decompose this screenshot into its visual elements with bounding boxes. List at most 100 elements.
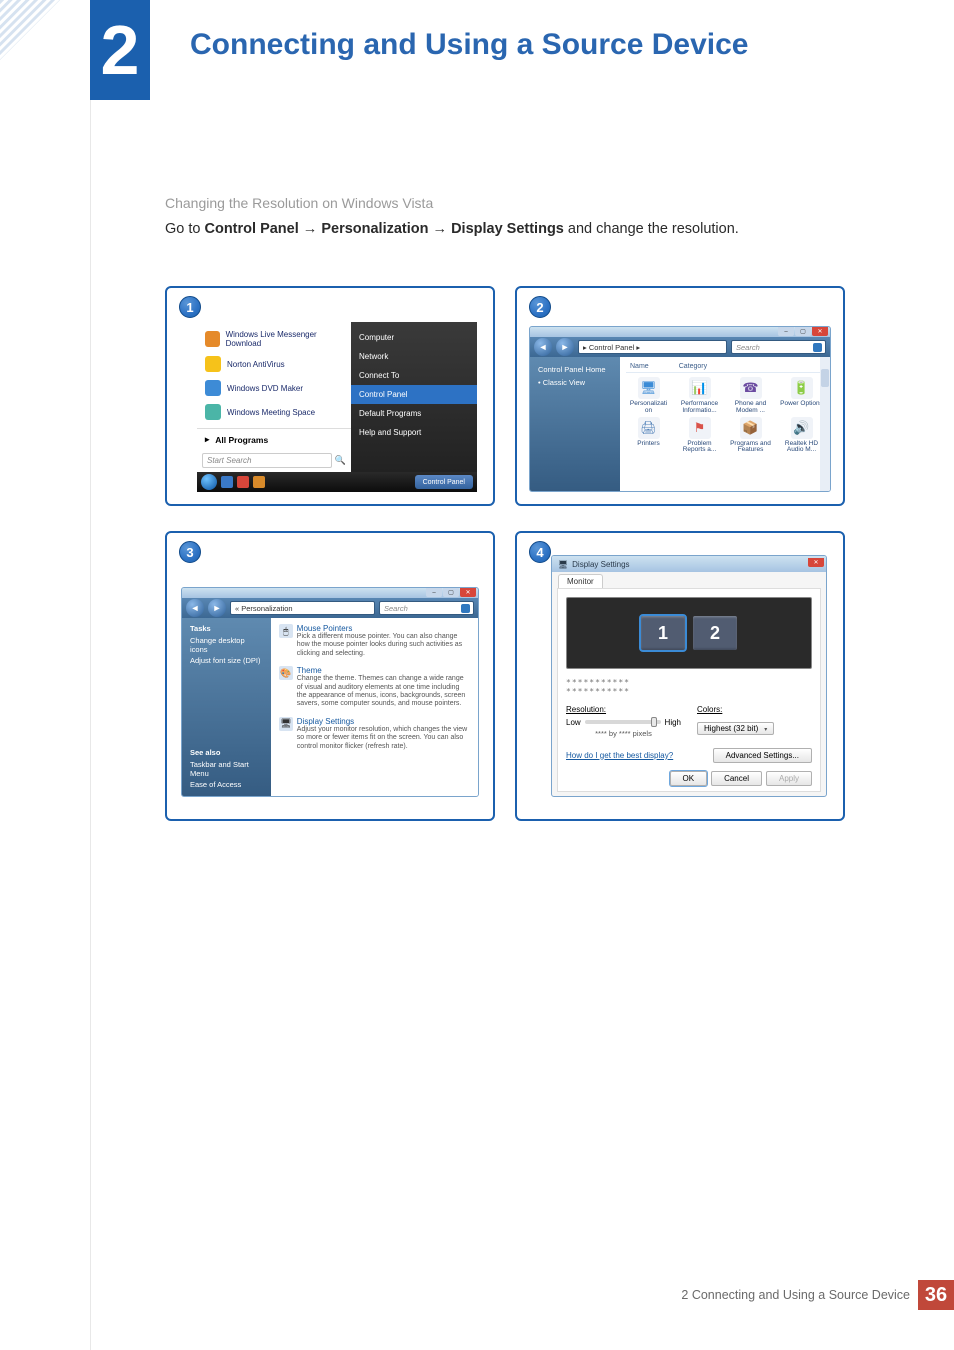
titlebar: – ▢ ✕ xyxy=(530,327,830,337)
advanced-settings-button[interactable]: Advanced Settings... xyxy=(713,748,812,763)
resolution-slider[interactable] xyxy=(585,720,661,724)
step-3-box: 3 – ▢ ✕ ◄ ► « Persona xyxy=(165,531,495,821)
taskbar-button[interactable]: Control Panel xyxy=(415,475,473,489)
control-panel-item[interactable]: 📊Performance Informatio... xyxy=(677,377,722,415)
start-orb-icon[interactable] xyxy=(201,474,217,490)
resolution-label: Resolution: xyxy=(566,705,681,714)
minimize-button[interactable]: – xyxy=(426,588,442,597)
start-right-item[interactable]: Control Panel xyxy=(351,385,477,404)
monitor-preview: 1 2 xyxy=(566,597,812,669)
control-panel-item[interactable]: 🔋 Power Options xyxy=(779,377,824,415)
block-title: Display Settings xyxy=(297,717,470,726)
item-label: Phone and Modem ... xyxy=(728,401,773,415)
tray-icon[interactable] xyxy=(253,476,265,488)
control-panel-item[interactable]: ☎Phone and Modem ... xyxy=(728,377,773,415)
item-label: Printers xyxy=(637,441,659,448)
control-panel-item[interactable]: 🖥Personalizati on xyxy=(626,377,671,415)
control-panel-item[interactable]: 🔊Realtek HD Audio M... xyxy=(779,417,824,455)
item-icon: 🔋 xyxy=(791,377,813,399)
apply-button[interactable]: Apply xyxy=(766,771,812,786)
titlebar: 🖥 Display Settings ✕ xyxy=(552,556,826,572)
control-panel-item[interactable]: 📦Programs and Features xyxy=(728,417,773,455)
monitor-dropdown[interactable]: ********************** xyxy=(566,679,812,697)
instruction-prefix: Go to xyxy=(165,221,205,237)
item-label: Power Options xyxy=(780,401,823,408)
start-menu-item[interactable]: Windows Meeting Space xyxy=(197,400,351,424)
colors-dropdown[interactable]: Highest (32 bit) xyxy=(697,722,774,735)
chevron-right-icon: ▸ xyxy=(205,434,209,445)
search-input[interactable]: Search xyxy=(379,601,474,615)
slider-thumb[interactable] xyxy=(651,717,657,727)
step-2-box: 2 – ▢ ✕ ◄ ► ▸ Control xyxy=(515,286,845,506)
path-control-panel: Control Panel xyxy=(205,221,299,237)
start-menu-item-label: Windows Meeting Space xyxy=(227,408,315,417)
close-button[interactable]: ✕ xyxy=(460,588,476,597)
item-label: Performance Informatio... xyxy=(677,401,722,415)
start-right-item[interactable]: Connect To xyxy=(351,366,477,385)
tasks-heading: Tasks xyxy=(190,624,263,635)
maximize-button[interactable]: ▢ xyxy=(795,327,811,336)
pixels-label: **** by **** pixels xyxy=(566,729,681,738)
tray-icon[interactable] xyxy=(237,476,249,488)
address-bar[interactable]: ▸ Control Panel ▸ xyxy=(578,340,727,354)
column-category: Category xyxy=(679,363,707,370)
ok-button[interactable]: OK xyxy=(670,771,708,786)
back-button[interactable]: ◄ xyxy=(186,599,204,617)
monitor-2[interactable]: 2 xyxy=(693,616,737,650)
close-button[interactable]: ✕ xyxy=(812,327,828,336)
address-bar[interactable]: « Personalization xyxy=(230,601,375,615)
close-button[interactable]: ✕ xyxy=(808,558,824,567)
sidebar-classic-view[interactable]: Classic View xyxy=(538,376,612,389)
sidebar-link[interactable]: Change desktop icons xyxy=(190,635,263,655)
start-menu-item-label: Windows Live Messenger Download xyxy=(226,330,343,348)
start-right-item[interactable]: Help and Support xyxy=(351,423,477,442)
maximize-button[interactable]: ▢ xyxy=(443,588,459,597)
back-button[interactable]: ◄ xyxy=(534,338,552,356)
search-icon: 🔍 xyxy=(335,455,346,466)
scrollbar[interactable] xyxy=(820,357,830,491)
column-name: Name xyxy=(630,363,649,370)
start-search-input[interactable]: Start Search xyxy=(202,453,332,468)
window-title: Display Settings xyxy=(572,560,629,569)
instruction-line: Go to Control Panel → Personalization → … xyxy=(165,221,739,237)
sidebar-home[interactable]: Control Panel Home xyxy=(538,363,612,376)
personalization-block[interactable]: 🎨ThemeChange the theme. Themes can chang… xyxy=(279,666,470,709)
block-icon: 🖱 xyxy=(279,624,293,638)
start-right-item[interactable]: Default Programs xyxy=(351,404,477,423)
taskbar: Control Panel xyxy=(197,472,477,492)
forward-button[interactable]: ► xyxy=(208,599,226,617)
sidebar-link[interactable]: Adjust font size (DPI) xyxy=(190,655,263,666)
start-menu-item[interactable]: Windows Live Messenger Download xyxy=(197,326,351,352)
window-icon: 🖥 xyxy=(558,560,568,569)
start-right-item[interactable]: Network xyxy=(351,347,477,366)
personalization-sidebar: Tasks Change desktop iconsAdjust font si… xyxy=(182,618,271,796)
control-panel-main: Name Category 🖥Personalizati on📊Performa… xyxy=(620,357,830,491)
arrow1: → xyxy=(299,221,322,237)
monitor-1[interactable]: 1 xyxy=(641,616,685,650)
see-also-link[interactable]: Ease of Access xyxy=(190,779,263,790)
item-icon: 🖥 xyxy=(638,377,660,399)
item-label: Programs and Features xyxy=(728,441,773,455)
personalization-block[interactable]: 🖱Mouse PointersPick a different mouse po… xyxy=(279,624,470,658)
help-link[interactable]: How do I get the best display? xyxy=(566,751,673,760)
tray-icon[interactable] xyxy=(221,476,233,488)
titlebar: – ▢ ✕ xyxy=(182,588,478,598)
start-menu-item[interactable]: Windows DVD Maker xyxy=(197,376,351,400)
footer: 2 Connecting and Using a Source Device 3… xyxy=(90,1280,954,1310)
step-1-box: 1 Windows Live Messenger DownloadNorton … xyxy=(165,286,495,506)
start-menu-item[interactable]: Norton AntiVirus xyxy=(197,352,351,376)
app-icon xyxy=(205,356,221,372)
start-menu: Windows Live Messenger Download Norton An… xyxy=(197,322,477,492)
tab-monitor[interactable]: Monitor xyxy=(558,574,603,588)
control-panel-item[interactable]: ⚑Problem Reports a... xyxy=(677,417,722,455)
start-right-item[interactable]: Computer xyxy=(351,328,477,347)
forward-button[interactable]: ► xyxy=(556,338,574,356)
all-programs[interactable]: ▸ All Programs xyxy=(197,428,351,450)
search-input[interactable]: Search xyxy=(731,340,826,354)
cancel-button[interactable]: Cancel xyxy=(711,771,762,786)
personalization-block[interactable]: 🖥Display SettingsAdjust your monitor res… xyxy=(279,717,470,751)
see-also-link[interactable]: Taskbar and Start Menu xyxy=(190,759,263,779)
block-desc: Adjust your monitor resolution, which ch… xyxy=(297,726,470,751)
control-panel-item[interactable]: 🖨Printers xyxy=(626,417,671,455)
minimize-button[interactable]: – xyxy=(778,327,794,336)
